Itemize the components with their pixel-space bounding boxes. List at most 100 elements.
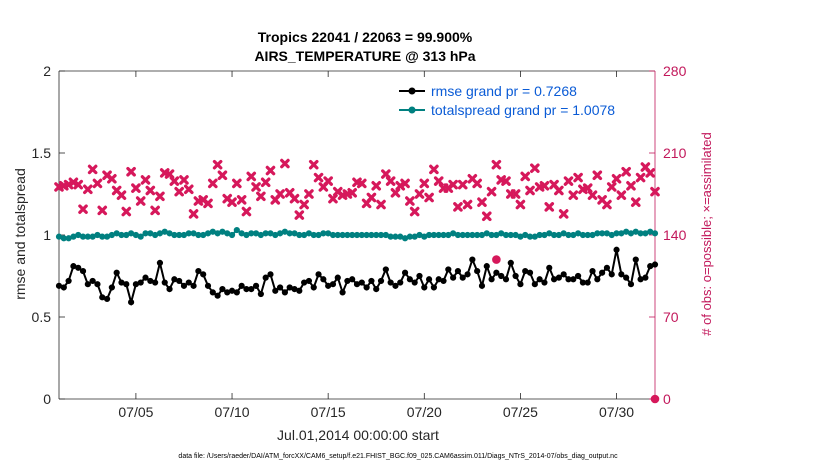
obs-assimilated-marker — [256, 191, 266, 202]
rmse-point — [474, 267, 481, 275]
y-right-tick-label: 70 — [663, 309, 679, 325]
rmse-point — [531, 281, 538, 288]
rmse-point — [584, 279, 591, 286]
rmse-series — [55, 246, 659, 307]
obs-assimilated-marker — [582, 183, 593, 193]
obs-assimilated-marker — [328, 193, 338, 204]
x-axis-label: Jul.01,2014 00:00:00 start — [277, 427, 439, 443]
rmse-point — [546, 264, 553, 271]
rmse-point — [233, 289, 240, 296]
obs-assimilated-marker — [520, 171, 531, 182]
obs-assimilated-marker — [563, 176, 574, 186]
rmse-point — [488, 276, 495, 283]
obs-assimilated-marker — [573, 172, 583, 183]
rmse-point — [267, 271, 274, 278]
obs-assimilated-marker — [433, 176, 444, 186]
rmse-point — [200, 271, 207, 278]
legend-label: rmse grand pr = 0.7268 — [431, 83, 577, 99]
rmse-point — [329, 281, 337, 288]
obs-assimilated-marker — [232, 178, 242, 189]
rmse-point — [411, 279, 418, 286]
obs-assimilated-marker — [462, 199, 473, 210]
obs-assimilated-marker — [419, 178, 430, 189]
obs-assimilated-marker — [208, 178, 218, 189]
rmse-point — [248, 286, 255, 293]
totalspread-point — [137, 233, 144, 240]
rmse-point — [450, 274, 457, 281]
obs-assimilated-marker — [635, 172, 646, 183]
obs-assimilated-marker — [92, 178, 103, 189]
rmse-point — [156, 259, 164, 266]
rmse-point — [382, 266, 389, 273]
rmse-point — [180, 282, 188, 289]
obs-possible-marker — [650, 394, 660, 404]
y-right-tick-label: 140 — [663, 227, 687, 243]
rmse-point — [368, 277, 375, 285]
rmse-point — [276, 284, 284, 291]
obs-assimilated-marker — [289, 193, 300, 204]
obs-assimilated-marker — [630, 197, 641, 207]
rmse-point — [459, 274, 466, 281]
rmse-point — [305, 277, 313, 285]
rmse-point — [108, 284, 115, 291]
obs-assimilated-series — [54, 158, 660, 222]
rmse-point — [430, 284, 438, 291]
rmse-point — [526, 269, 534, 276]
rmse-point — [642, 274, 649, 281]
obs-assimilated-marker — [554, 185, 564, 196]
obs-assimilated-marker — [501, 176, 511, 186]
rmse-point — [651, 261, 659, 268]
obs-assimilated-marker — [347, 188, 357, 198]
rmse-point — [613, 246, 620, 253]
rmse-point — [65, 277, 72, 285]
obs-assimilated-marker — [169, 176, 180, 186]
rmse-point — [176, 277, 183, 285]
rmse-point — [103, 295, 111, 303]
rmse-point — [401, 269, 409, 276]
chart-title-line1: Tropics 22041 / 22063 = 99.900% — [258, 29, 473, 45]
obs-assimilated-marker — [174, 186, 184, 197]
rmse-point — [469, 256, 476, 263]
obs-assimilated-marker — [381, 169, 391, 179]
obs-assimilated-marker — [313, 172, 324, 183]
obs-assimilated-marker — [164, 169, 175, 179]
obs-assimilated-marker — [203, 198, 213, 209]
obs-assimilated-marker — [645, 168, 655, 178]
rmse-point — [541, 279, 548, 286]
obs-assimilated-marker — [558, 209, 569, 219]
rmse-point — [89, 277, 96, 285]
obs-assimilated-marker — [510, 189, 521, 199]
rmse-point — [454, 267, 462, 275]
legend-item-totalspread: totalspread grand pr = 1.0078 — [399, 102, 615, 118]
rmse-point — [603, 264, 611, 271]
obs-assimilated-marker — [405, 196, 415, 206]
rmse-point — [363, 284, 370, 291]
rmse-point — [632, 256, 639, 263]
rmse-point — [594, 276, 601, 283]
rmse-point — [502, 276, 510, 283]
obs-assimilated-marker — [179, 175, 189, 185]
rmse-point — [627, 281, 635, 288]
obs-assimilated-marker — [304, 189, 314, 199]
obs-assimilated-marker — [457, 179, 468, 190]
y-axis-left-label: rmse and totalspread — [12, 168, 28, 300]
obs-assimilated-marker — [530, 163, 540, 174]
obs-assimilated-marker — [371, 181, 382, 191]
obs-assimilated-marker — [606, 182, 617, 192]
obs-assimilated-marker — [73, 179, 84, 190]
rmse-point — [142, 274, 149, 281]
obs-assimilated-marker — [212, 159, 223, 170]
rmse-point — [185, 279, 192, 286]
x-tick-label: 07/30 — [599, 404, 634, 420]
rmse-point — [349, 276, 356, 283]
obs-assimilated-marker — [414, 189, 425, 199]
obs-assimilated-marker — [280, 158, 290, 169]
rmse-point — [75, 264, 82, 271]
obs-assimilated-marker — [515, 199, 526, 210]
rmse-point — [238, 282, 245, 289]
obs-assimilated-marker — [429, 164, 439, 175]
y-left-tick-label: 1.5 — [32, 145, 52, 161]
rmse-point — [618, 271, 625, 278]
chart-title-line2: AIRS_TEMPERATURE @ 313 hPa — [254, 48, 475, 64]
obs-assimilated-marker — [275, 189, 285, 199]
